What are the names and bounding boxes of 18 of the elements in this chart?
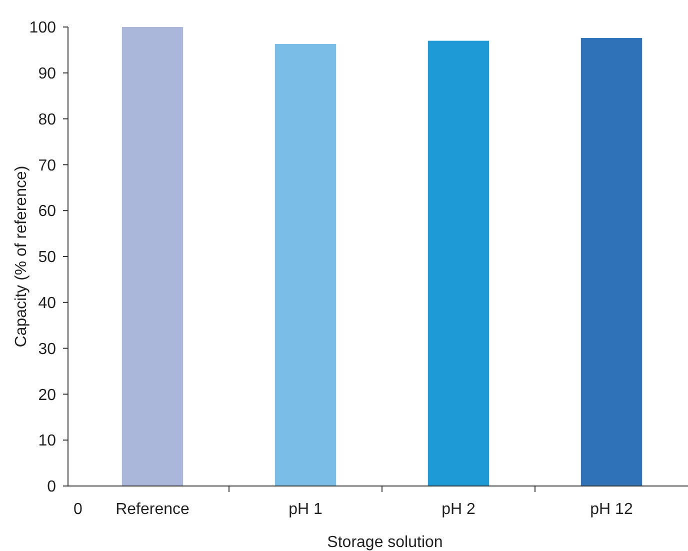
x-axis-title: Storage solution	[327, 534, 443, 551]
y-tick-label: 40	[38, 295, 56, 312]
y-tick-label: 90	[38, 66, 56, 82]
y-tick-label: 50	[38, 249, 56, 266]
y-tick-label: 60	[38, 203, 56, 220]
x-tick-label: pH 2	[442, 501, 476, 518]
x-tick-label: pH 1	[288, 501, 322, 518]
y-tick-label: 100	[29, 20, 56, 37]
y-tick-label: 10	[38, 432, 56, 450]
y-axis-title: Capacity (% of reference)	[13, 166, 30, 348]
y-tick-label: 0	[47, 478, 56, 496]
text: 0	[74, 501, 83, 518]
y-tick-label: 20	[38, 386, 56, 404]
y-tick-label: 80	[38, 111, 56, 128]
x-tick-label: Reference	[116, 501, 190, 518]
y-tick-label: 70	[38, 157, 56, 174]
y-tick-label: 30	[38, 340, 56, 358]
x-tick-label: pH 12	[590, 501, 633, 518]
